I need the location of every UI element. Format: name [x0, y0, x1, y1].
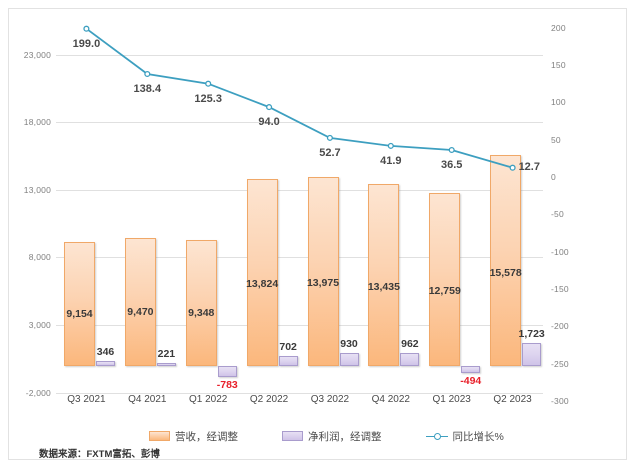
bar-revenue — [64, 242, 95, 366]
bar-net-profit — [461, 365, 481, 373]
x-axis-label: Q2 2023 — [493, 394, 532, 405]
bar-revenue — [246, 179, 278, 366]
bar-net-profit — [522, 342, 542, 366]
right-tick-6: -100 — [551, 247, 569, 257]
line-label-growth: 138.4 — [133, 82, 162, 95]
growth-line-marker — [326, 134, 333, 141]
bar-revenue — [490, 155, 522, 366]
x-axis-label: Q4 2022 — [371, 394, 410, 405]
plot-area: 23,000 18,000 13,000 8,000 3,000 -2,000 … — [9, 9, 628, 461]
legend-item-revenue[interactable]: 营收，经调整 — [149, 429, 238, 444]
growth-line-marker — [448, 146, 455, 154]
gridline-18000 — [56, 122, 543, 123]
gridline-8000 — [56, 257, 543, 258]
bar-net-profit — [400, 352, 420, 366]
left-tick-0: 23,000 — [23, 50, 51, 60]
left-tick-2: 13,000 — [23, 185, 51, 195]
bar-label-net-profit: 346 — [96, 346, 115, 359]
bar-revenue — [307, 177, 339, 366]
right-tick-8: -200 — [551, 321, 569, 331]
gridline-minus2000 — [56, 393, 543, 394]
bar-label-revenue: 15,578 — [489, 266, 522, 279]
growth-line-marker — [83, 25, 90, 32]
growth-line-marker — [266, 104, 273, 111]
line-label-growth: 94.0 — [258, 116, 280, 129]
x-axis-label: Q4 2021 — [128, 394, 167, 405]
gridline-23000 — [56, 55, 543, 56]
right-tick-2: 100 — [551, 97, 566, 107]
x-axis-label: Q2 2022 — [249, 394, 289, 405]
line-label-growth: 125.3 — [194, 92, 222, 105]
right-tick-7: -150 — [551, 284, 569, 294]
gridline-3000 — [56, 325, 543, 326]
bar-label-revenue: 9,348 — [188, 306, 215, 319]
right-tick-1: 150 — [551, 60, 566, 70]
line-label-growth: 199.0 — [72, 37, 101, 50]
line-label-growth: 36.5 — [440, 158, 463, 171]
right-tick-0: 200 — [551, 23, 566, 33]
bar-revenue — [124, 237, 156, 366]
bar-revenue — [429, 193, 461, 366]
bar-net-profit — [339, 353, 359, 366]
bar-net-profit — [278, 356, 298, 366]
bar-revenue — [368, 184, 400, 366]
line-label-growth: 52.7 — [319, 146, 341, 159]
bar-revenue — [185, 239, 217, 366]
gridline-13000 — [56, 190, 543, 191]
bar-label-revenue: 9,154 — [66, 307, 93, 320]
left-tick-1: 18,000 — [23, 117, 51, 127]
bar-label-net-profit: 1,723 — [518, 327, 545, 340]
bar-label-net-profit: -494 — [460, 374, 482, 387]
bar-label-net-profit: 702 — [279, 341, 297, 354]
x-axis-label: Q1 2022 — [189, 394, 228, 405]
x-axis-label: Q3 2022 — [310, 394, 350, 405]
bar-label-net-profit: -783 — [216, 378, 238, 391]
right-tick-4: 0 — [551, 172, 556, 182]
bar-net-profit — [156, 362, 176, 366]
left-tick-3: 8,000 — [28, 252, 51, 262]
growth-line-marker — [144, 70, 151, 78]
bar-label-revenue: 13,824 — [246, 278, 279, 291]
bar-label-revenue: 13,975 — [306, 277, 340, 290]
bar-label-net-profit: 221 — [157, 347, 176, 360]
legend-label-net-profit: 净利润，经调整 — [308, 430, 382, 443]
x-axis-label: Q3 2021 — [67, 394, 106, 405]
legend-swatch-net-profit-icon — [282, 431, 303, 441]
legend-label-growth: 同比增长% — [452, 430, 504, 443]
right-tick-5: -50 — [551, 209, 564, 219]
x-axis-label: Q1 2023 — [432, 394, 471, 405]
bar-label-revenue: 13,435 — [367, 280, 400, 293]
legend-item-growth[interactable]: 同比增长% — [425, 429, 504, 444]
bar-net-profit — [96, 361, 115, 366]
bar-net-profit — [217, 365, 237, 377]
right-tick-3: 50 — [551, 135, 561, 145]
left-tick-4: 3,000 — [28, 320, 51, 330]
bar-label-revenue: 12,759 — [428, 284, 461, 297]
growth-line-marker — [387, 142, 394, 149]
right-tick-10: -300 — [551, 396, 569, 406]
legend-swatch-growth-line-icon — [425, 432, 448, 441]
chart-legend: 营收，经调整 净利润，经调整 同比增长% — [149, 426, 569, 446]
right-tick-9: -250 — [551, 359, 569, 369]
source-note: 数据来源：FXTM富拓、彭博 — [39, 449, 160, 460]
legend-label-revenue: 营收，经调整 — [175, 430, 238, 443]
growth-line-marker — [205, 80, 212, 87]
line-label-growth: 41.9 — [380, 154, 402, 167]
bar-label-net-profit: 962 — [401, 337, 419, 350]
bar-label-revenue: 9,470 — [127, 305, 154, 318]
left-tick-5: -2,000 — [25, 388, 51, 398]
bar-label-net-profit: 930 — [340, 338, 358, 351]
line-label-growth: 12.7 — [518, 160, 540, 173]
chart-container: 23,000 18,000 13,000 8,000 3,000 -2,000 … — [8, 8, 627, 460]
legend-item-net-profit[interactable]: 净利润，经调整 — [282, 429, 382, 444]
legend-swatch-revenue-icon — [149, 431, 170, 441]
